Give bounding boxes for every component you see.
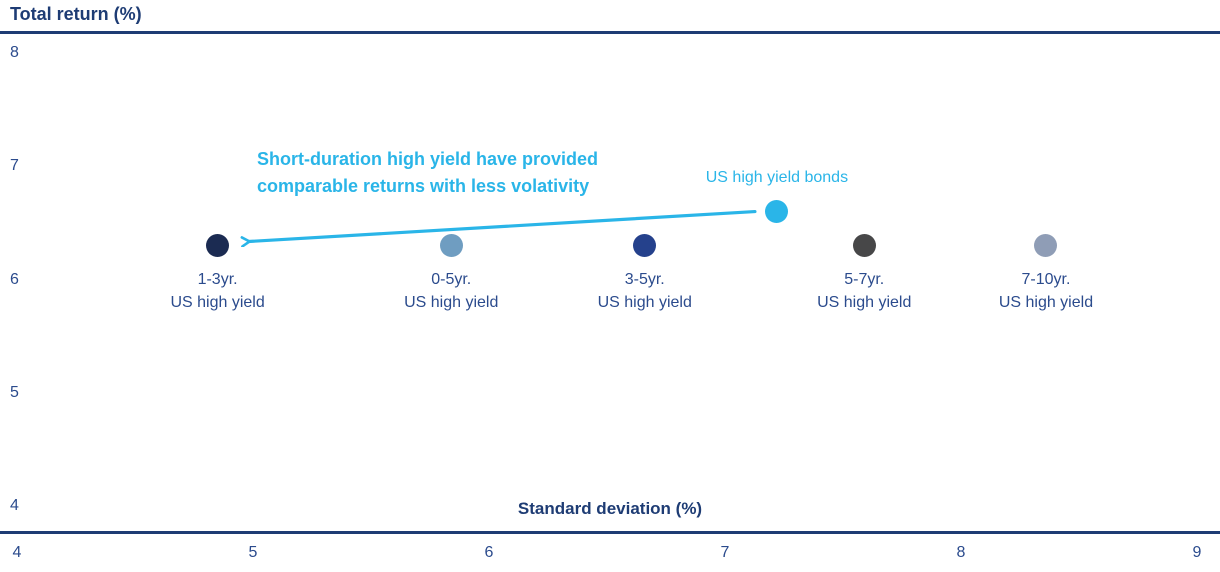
y-tick-label-5: 5 — [10, 383, 19, 401]
point-label-line2: US high yield — [170, 293, 265, 311]
x-tick-label-6: 6 — [484, 544, 494, 561]
x-tick-label-7: 7 — [720, 544, 730, 561]
annotation-line-2: comparable returns with less volativity — [257, 176, 590, 196]
point-label-us-high-yield-bonds: US high yield bonds — [705, 168, 849, 186]
data-point-7-10yr-us-high-yield — [1034, 234, 1058, 258]
x-tick-label-8: 8 — [956, 544, 966, 561]
annotation-text: Short-duration high yield have provided … — [257, 146, 598, 200]
point-label-line1: 7-10yr. — [1021, 270, 1071, 288]
data-point-5-7yr-us-high-yield — [852, 234, 876, 258]
point-label-line2: US high yield — [597, 293, 692, 311]
point-label-0-5yr-us-high-yield: 0-5yr. US high yield — [361, 268, 541, 314]
y-axis-title: Total return (%) — [10, 4, 142, 24]
x-tick-label-5: 5 — [248, 544, 258, 561]
point-label-1-3yr-us-high-yield: 1-3yr. US high yield — [128, 268, 308, 314]
point-label-7-10yr-us-high-yield: 7-10yr. US high yield — [956, 268, 1136, 314]
point-label-line1: 0-5yr. — [431, 270, 472, 288]
data-point-3-5yr-us-high-yield — [633, 234, 657, 258]
data-point-1-3yr-us-high-yield — [206, 234, 230, 258]
y-tick-label-7: 7 — [10, 157, 19, 175]
point-label-line1: 3-5yr. — [624, 270, 665, 288]
annotation-line-1: Short-duration high yield have provided — [257, 149, 599, 169]
y-tick-label-4: 4 — [10, 497, 19, 514]
y-tick-label-8: 8 — [10, 44, 19, 61]
bottom-axis-line — [0, 531, 1220, 534]
point-label-3-5yr-us-high-yield: 3-5yr. US high yield — [555, 268, 735, 314]
point-label-5-7yr-us-high-yield: 5-7yr. US high yield — [774, 268, 954, 314]
y-tick-label-6: 6 — [10, 270, 19, 288]
top-axis-line — [0, 31, 1220, 34]
point-label-line1: 5-7yr. — [844, 270, 885, 288]
x-tick-label-4: 4 — [12, 544, 22, 561]
x-tick-label-9: 9 — [1192, 544, 1202, 561]
data-point-0-5yr-us-high-yield — [439, 234, 463, 258]
point-label-line2: US high yield — [998, 293, 1094, 311]
data-point-us-high-yield-bonds — [765, 200, 789, 224]
x-axis-title: Standard deviation (%) — [517, 499, 703, 518]
point-label-line2: US high yield — [817, 293, 912, 311]
point-label-line2: US high yield — [404, 293, 499, 311]
point-label-line1: 1-3yr. — [197, 270, 238, 288]
